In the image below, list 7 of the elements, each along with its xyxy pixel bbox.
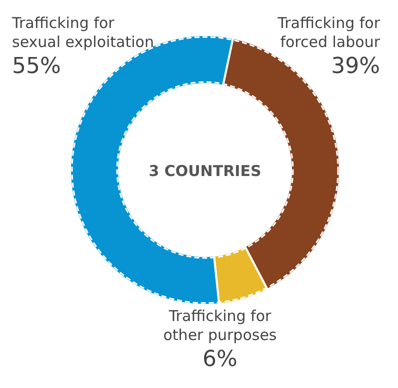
data-label: 39%: [331, 54, 380, 79]
data-label: 55%: [12, 54, 61, 79]
slice-label: Trafficking for forced labour: [276, 14, 381, 51]
data-label: 6%: [202, 347, 238, 372]
slice-label: Trafficking for sexual exploitation: [11, 14, 154, 51]
slice-label: Trafficking for other purposes: [163, 307, 277, 344]
text: 3 COUNTRIES: [148, 162, 262, 180]
